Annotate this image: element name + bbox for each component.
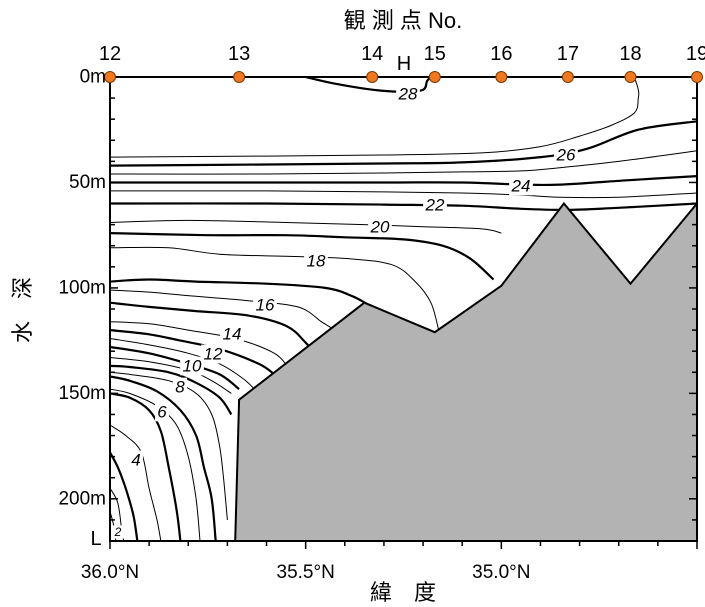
station-number-label: 15 [424,43,446,65]
isotherm-label-4: 4 [131,451,140,470]
isotherm-label-6: 6 [157,403,167,422]
isotherm-label-bg [396,84,420,104]
y-tick-label: 100m [58,277,106,298]
isotherm-label-bg [304,251,328,271]
isotherm-10 [109,364,233,416]
isotherm-24 [110,175,698,187]
isotherm-22 [109,202,698,212]
isotherm-lines [109,75,698,542]
x-tick-label: 35.0°N [472,562,530,583]
isotherm-26 [109,120,698,167]
chart-title: 観 測 点 No. [344,8,463,33]
isotherm-label-22: 22 [425,196,445,215]
station-number-label: 12 [99,43,121,65]
isotherm-7 [109,388,201,542]
station-marker [366,71,379,83]
isotherm-label-18: 18 [307,252,326,271]
isotherm-label-20: 20 [370,218,390,237]
station-marker [691,71,703,83]
isotherm-27 [109,76,640,158]
isotherm-15 [109,321,291,371]
isotherm-label-bg [129,450,143,470]
station-number-label: 17 [557,43,579,65]
isotherm-14 [109,329,276,376]
station-marker [624,71,637,83]
isotherm-9 [109,371,228,520]
isotherm-label-14: 14 [223,325,242,344]
station-number-label: 18 [619,43,641,65]
isotherm-label-10: 10 [183,357,202,376]
station-marker [561,71,574,83]
isotherm-label-bg [509,176,533,196]
isotherm-23 [109,190,698,199]
isotherm-6 [109,392,182,542]
isotherm-label-bg [423,195,447,215]
y-tick-label: 200m [58,488,106,509]
isotherm-25 [109,150,698,175]
isotherm-5 [109,424,162,542]
isotherm-label-26: 26 [556,146,576,165]
isotherm-label-bg [201,344,225,364]
station-marker [104,71,116,83]
isotherm-16 [109,301,319,359]
isotherm-21 [109,219,502,234]
station-markers [104,71,703,83]
isotherm-label-8: 8 [175,378,185,397]
y-tick-label: 0m [80,67,106,88]
x-axis-label: 緯 度 [370,580,436,605]
isotherm-label-bg [155,402,169,422]
isotherm-label-bg [368,217,392,237]
isotherm-label-12: 12 [204,345,223,364]
isotherm-label-bg [180,356,204,376]
station-number-label: 16 [490,43,512,65]
axis-ticks [109,76,698,549]
isotherm-label-bg [173,377,187,397]
isotherm-label-bg [554,145,578,165]
isotherm-label-bg [253,295,277,315]
isotherm-20 [109,232,495,281]
station-marker [233,71,246,83]
isotherm-18 [109,278,369,306]
high-marker-label: H [397,53,411,75]
station-marker [428,71,441,83]
isotherm-label-bg [112,525,124,539]
isotherm-label-24: 24 [511,177,531,196]
isotherm-label-bg [220,324,244,344]
y-axis-label: 水 深 [10,277,35,343]
isotherm-label-16: 16 [256,296,275,315]
isotherm-4 [109,451,139,542]
isotherm-label-28: 28 [398,85,418,104]
isotherm-label-2: 2 [114,525,122,539]
station-number-label: 19 [686,43,705,65]
station-marker [495,71,508,83]
y-tick-label: 150m [58,383,106,404]
x-tick-label: 36.0°N [81,562,139,583]
station-number-label: 13 [228,43,250,65]
x-tick-label: 35.5°N [277,562,335,583]
isotherm-19 [109,246,440,331]
y-tick-label: 50m [69,172,106,193]
station-number-label: 14 [361,43,383,65]
isotherm-8 [109,375,217,542]
low-marker-label: L [90,528,101,550]
